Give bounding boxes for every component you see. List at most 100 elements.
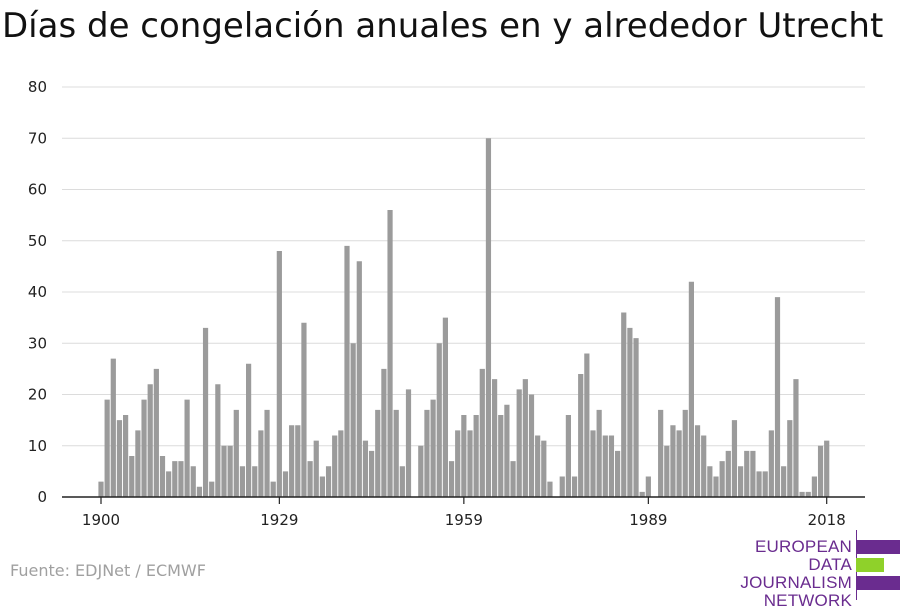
bar-1926 [258, 430, 264, 498]
bar-1949 [399, 466, 405, 497]
bar-1958 [455, 430, 461, 498]
bar-1982 [602, 435, 608, 497]
bar-1922 [233, 409, 239, 498]
bar-1913 [178, 461, 184, 498]
bar-1999 [707, 466, 713, 497]
logo-bar-green [856, 558, 884, 572]
bar-1947 [387, 210, 393, 497]
bar-1932 [295, 425, 301, 497]
bar-1904 [123, 415, 129, 497]
bar-1938 [332, 435, 338, 497]
bar-1923 [239, 466, 246, 497]
chart-title: Días de congelación anuales en y alreded… [2, 6, 884, 46]
bar-1936 [319, 476, 325, 497]
bar-2011 [781, 466, 787, 497]
source-note: Fuente: EDJNet / ECMWF [10, 561, 206, 580]
bar-1914 [184, 399, 190, 498]
edjnet-logo: EUROPEAN DATA JOURNALISM NETWORK [700, 530, 900, 610]
logo-bar-purple-top [856, 540, 900, 554]
bar-1961 [473, 415, 479, 497]
bar-2009 [768, 430, 774, 498]
bar-2016 [811, 476, 817, 497]
y-axis-ticks: 0 10 20 30 40 50 60 70 80 [28, 78, 47, 506]
bar-2006 [750, 450, 756, 498]
bar-1978 [578, 374, 584, 497]
bar-1956 [442, 317, 448, 498]
bar-1980 [590, 430, 596, 498]
bar-1933 [301, 322, 307, 497]
x-tick-label: 1989 [629, 511, 667, 529]
bar-1941 [350, 343, 356, 497]
bar-1994 [676, 430, 682, 498]
y-tick-label: 60 [28, 181, 47, 199]
bar-2015 [805, 491, 811, 498]
bar-1963 [485, 138, 492, 497]
bar-1996 [688, 281, 694, 497]
bar-2000 [713, 476, 719, 497]
bar-2001 [719, 461, 725, 498]
bar-1966 [504, 404, 510, 497]
bar-1948 [393, 409, 399, 498]
bar-2012 [787, 420, 793, 498]
bar-1911 [166, 471, 172, 498]
bar-2005 [744, 450, 750, 498]
bar-1957 [448, 461, 455, 498]
bar-1946 [381, 368, 387, 498]
bar-1987 [633, 338, 639, 498]
bar-2018 [824, 440, 830, 498]
bar-1921 [227, 445, 233, 497]
logo-text: EUROPEAN DATA JOURNALISM NETWORK [700, 538, 852, 610]
bar-1997 [694, 425, 701, 497]
bar-2003 [731, 420, 738, 498]
bar-2017 [817, 445, 824, 497]
gridlines [62, 86, 865, 447]
y-tick-label: 70 [28, 129, 47, 147]
y-tick-label: 30 [28, 334, 47, 352]
bar-1977 [571, 476, 578, 497]
bar-1927 [264, 409, 270, 498]
bar-1964 [492, 379, 498, 498]
bar-1928 [270, 481, 276, 498]
bar-1955 [436, 343, 442, 497]
bar-1991 [658, 409, 664, 498]
bar-1900 [98, 481, 104, 498]
logo-line-2: DATA JOURNALISM [740, 555, 852, 592]
bar-1915 [190, 466, 196, 497]
bar-1953 [424, 409, 430, 498]
bar-1907 [141, 399, 147, 498]
y-tick-label: 20 [28, 386, 47, 404]
x-tick-label: 1900 [82, 511, 120, 529]
bar-1931 [289, 425, 295, 497]
bar-1943 [362, 440, 369, 498]
bar-1909 [153, 368, 159, 498]
bar-1929 [276, 251, 282, 497]
x-tick-label: 1959 [445, 511, 483, 529]
bar-2014 [799, 491, 805, 498]
bar-1945 [375, 409, 381, 498]
bar-1981 [596, 409, 602, 498]
bar-2004 [738, 466, 744, 497]
bar-1920 [221, 445, 227, 497]
bar-1908 [147, 384, 153, 497]
logo-line-3: NETWORK [763, 591, 852, 610]
bar-1942 [356, 261, 362, 497]
bar-1962 [479, 368, 485, 498]
bar-1976 [565, 415, 571, 497]
bar-1988 [639, 491, 645, 498]
bar-1918 [209, 481, 215, 498]
bar-1940 [344, 245, 350, 497]
bar-1925 [252, 466, 258, 497]
bar-2008 [762, 471, 768, 498]
bar-1972 [541, 440, 547, 498]
bar-1973 [547, 481, 553, 498]
bar-1939 [338, 430, 344, 498]
logo-line-1: EUROPEAN [754, 537, 852, 556]
bar-1995 [682, 409, 688, 498]
bar-1905 [129, 456, 135, 497]
bar-2007 [756, 471, 762, 498]
bar-1952 [418, 445, 424, 497]
bar-1960 [467, 430, 473, 498]
bar-1950 [405, 389, 412, 498]
bar-1975 [559, 476, 565, 497]
